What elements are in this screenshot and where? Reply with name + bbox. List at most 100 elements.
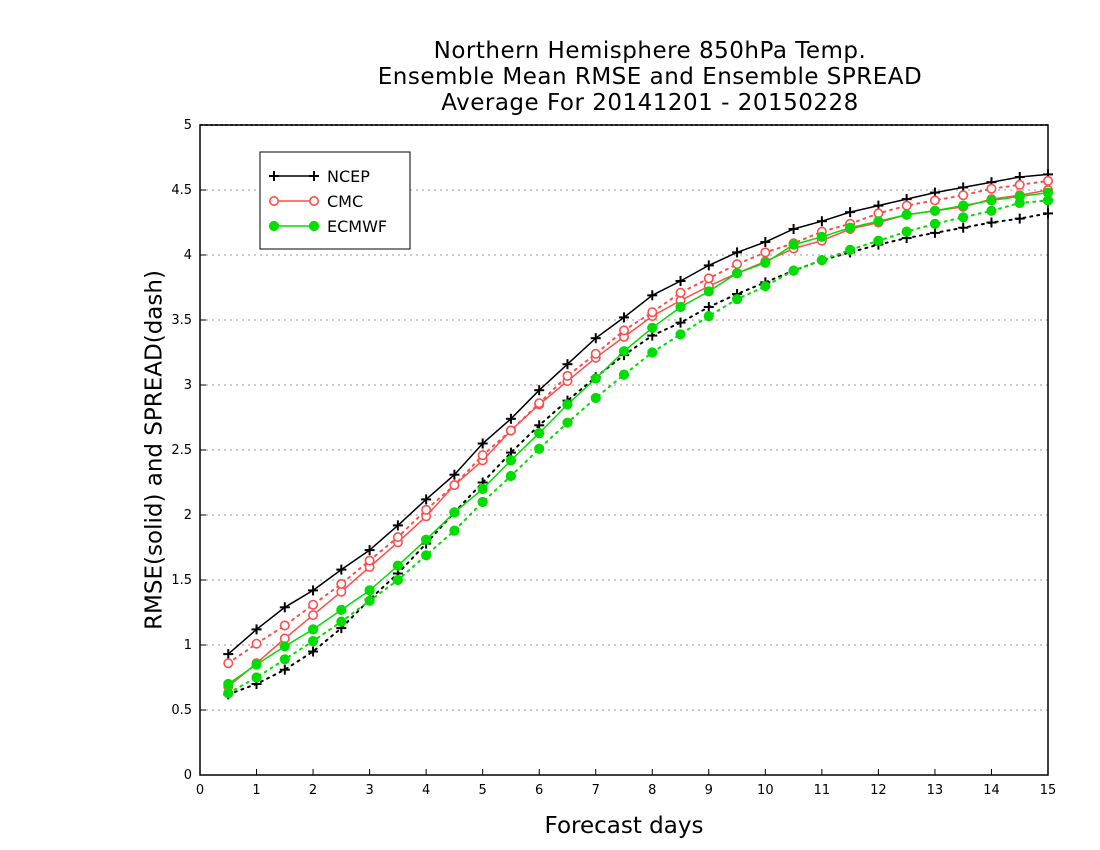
ncep-rmse-line — [227, 173, 1049, 655]
ncep-rmse-point — [590, 333, 601, 344]
ecmwf-spread-point — [958, 212, 969, 223]
ncep-rmse-point — [308, 585, 319, 596]
cmc-spread-point — [449, 480, 460, 491]
x-tick-label: 0 — [196, 783, 204, 798]
legend-entry-ncep: NCEP — [269, 167, 370, 186]
cmc-spread-point — [618, 325, 629, 336]
ecmwf-rmse-point — [534, 428, 545, 439]
ncep-spread-point — [986, 217, 997, 228]
ecmwf-spread-point — [590, 392, 601, 404]
ecmwf-spread-point — [816, 255, 827, 266]
ecmwf-rmse-point — [816, 231, 827, 242]
legend: NCEP CMC ECMWF — [259, 151, 411, 250]
chart-title-line-2: Ensemble Mean RMSE and Ensemble SPREAD — [377, 64, 923, 90]
cmc-spread-point — [308, 599, 319, 610]
x-tick-label: 8 — [648, 783, 656, 798]
ncep-spread-point — [703, 302, 714, 312]
cmc-spread-point — [534, 398, 545, 409]
ncep-rmse-point — [845, 207, 856, 218]
ncep-rmse-point — [251, 624, 262, 635]
ecmwf-spread-point — [534, 443, 545, 454]
ecmwf-rmse-point — [788, 239, 799, 250]
ecmwf-spread-point — [675, 329, 686, 340]
cmc-spread-point — [703, 273, 714, 284]
ncep-rmse-point — [760, 237, 771, 247]
y-tick-label: 4 — [184, 248, 192, 263]
x-tick-label: 11 — [814, 783, 831, 798]
cmc-spread-point — [421, 504, 432, 515]
cmc-spread-point — [760, 247, 771, 258]
y-axis: 0 0.5 1 1.5 2 2.5 3 3.5 4 4.5 5 — [171, 118, 206, 783]
ncep-spread-point — [1043, 208, 1053, 219]
ecmwf-rmse-line — [227, 191, 1049, 685]
ecmwf-rmse-point — [618, 346, 630, 357]
ecmwf-rmse-point — [336, 604, 347, 616]
x-axis-label: Forecast days — [545, 813, 704, 839]
y-tick-label: 0.5 — [171, 703, 192, 718]
legend-marker — [268, 220, 280, 232]
ecmwf-spread-point — [307, 636, 319, 647]
ecmwf-rmse-point — [703, 286, 714, 297]
x-tick-label: 2 — [309, 783, 317, 798]
ecmwf-rmse-point — [505, 455, 517, 466]
y-axis-label: RMSE(solid) and SPREAD(dash) — [142, 270, 168, 630]
legend-label: CMC — [327, 192, 363, 211]
ecmwf-spread-point — [477, 496, 488, 508]
ncep-rmse-point — [619, 312, 629, 323]
ecmwf-spread-point — [336, 616, 347, 627]
x-tick-label: 14 — [983, 783, 1000, 798]
ncep-rmse-point — [336, 564, 347, 575]
ncep-spread-point — [929, 227, 940, 238]
ecmwf-spread-point — [364, 595, 375, 606]
cmc-spread-point — [562, 370, 573, 381]
ecmwf-spread-point — [562, 417, 573, 428]
cmc-spread-point — [336, 578, 347, 589]
ncep-rmse-point — [223, 649, 234, 660]
ecmwf-rmse-point — [449, 507, 460, 518]
ecmwf-spread-point — [788, 265, 799, 276]
ncep-rmse-point — [364, 545, 375, 556]
y-tick-label: 3.5 — [171, 313, 192, 328]
ncep-rmse-point — [732, 247, 743, 258]
ecmwf-rmse-point — [958, 200, 969, 211]
ecmwf-spread-point — [1042, 195, 1054, 206]
x-tick-label: 9 — [705, 783, 713, 798]
cmc-spread-point — [392, 532, 403, 543]
y-tick-label: 3 — [184, 378, 192, 393]
ecmwf-spread-point — [901, 226, 912, 237]
x-axis: 0 1 2 3 4 5 6 7 8 9 10 11 12 13 14 15 — [196, 769, 1056, 798]
ecmwf-rmse-point — [647, 322, 658, 333]
cmc-spread-point — [477, 450, 488, 461]
ecmwf-spread-point — [731, 294, 743, 305]
ecmwf-spread-point — [505, 470, 517, 482]
ncep-spread-point — [1014, 213, 1025, 224]
cmc-spread-point — [1043, 175, 1054, 186]
cmc-spread-point — [647, 307, 658, 318]
x-tick-label: 12 — [870, 783, 887, 798]
ecmwf-spread-point — [986, 205, 997, 216]
ecmwf-spread-point — [929, 218, 941, 229]
ncep-rmse-point — [279, 602, 290, 613]
legend-label: NCEP — [327, 167, 370, 186]
ecmwf-rmse-point — [251, 659, 262, 670]
ecmwf-spread-point — [760, 281, 771, 292]
y-tick-label: 5 — [184, 118, 192, 133]
cmc-spread-point — [1014, 179, 1025, 190]
ecmwf-rmse-point — [986, 195, 997, 206]
cmc-rmse-line — [227, 189, 1049, 688]
cmc-spread-point — [958, 190, 969, 201]
legend-marker — [309, 171, 319, 181]
cmc-spread-point — [251, 638, 262, 649]
ncep-rmse-point — [562, 359, 573, 370]
cmc-spread-point — [505, 425, 516, 436]
ncep-rmse-point — [788, 224, 799, 234]
ncep-rmse-point — [477, 438, 488, 449]
x-tick-label: 5 — [479, 783, 487, 798]
x-tick-label: 7 — [592, 783, 600, 798]
y-tick-label: 2.5 — [171, 443, 192, 458]
cmc-spread-point — [223, 658, 234, 669]
legend-marker — [308, 220, 320, 232]
y-tick-label: 4.5 — [171, 183, 192, 198]
y-tick-label: 1.5 — [171, 573, 192, 588]
